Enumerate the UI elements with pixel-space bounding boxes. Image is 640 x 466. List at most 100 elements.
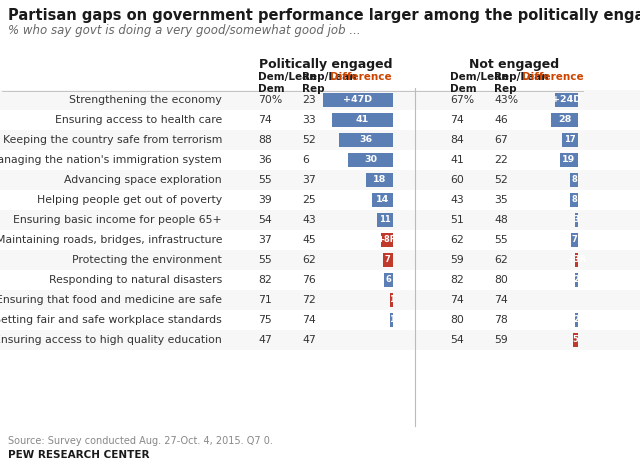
Text: Strengthening the economy: Strengthening the economy — [69, 95, 222, 105]
Text: 84: 84 — [450, 135, 464, 145]
Text: 7: 7 — [572, 235, 577, 245]
Text: 1: 1 — [388, 295, 394, 304]
Text: 60: 60 — [450, 175, 464, 185]
Text: 36: 36 — [360, 136, 372, 144]
Bar — [575, 273, 578, 287]
Text: 55: 55 — [258, 175, 272, 185]
Text: 25: 25 — [302, 195, 316, 205]
Text: 59: 59 — [450, 255, 464, 265]
Text: 43: 43 — [450, 195, 464, 205]
Text: 28: 28 — [558, 116, 572, 124]
Text: Responding to natural disasters: Responding to natural disasters — [49, 275, 222, 285]
Bar — [0, 250, 640, 270]
Bar — [0, 210, 640, 230]
Text: 54: 54 — [450, 335, 464, 345]
Text: Partisan gaps on government performance larger among the politically engaged: Partisan gaps on government performance … — [8, 8, 640, 23]
Text: Ensuring that food and medicine are safe: Ensuring that food and medicine are safe — [0, 295, 222, 305]
Text: 46: 46 — [494, 115, 508, 125]
Text: +24D: +24D — [552, 96, 581, 104]
Bar — [572, 233, 578, 247]
Bar — [390, 293, 393, 307]
Text: 6: 6 — [385, 275, 392, 285]
Text: 30: 30 — [364, 156, 377, 164]
Text: Source: Survey conducted Aug. 27-Oct. 4, 2015. Q7 0.: Source: Survey conducted Aug. 27-Oct. 4,… — [8, 436, 273, 446]
Text: 2: 2 — [573, 315, 579, 324]
Text: 74: 74 — [258, 115, 272, 125]
Bar — [372, 193, 393, 207]
Text: 35: 35 — [494, 195, 508, 205]
Text: 74: 74 — [450, 115, 464, 125]
Text: +8R: +8R — [378, 235, 397, 245]
Text: 47: 47 — [302, 335, 316, 345]
Bar — [570, 173, 578, 187]
Text: Ensuring basic income for people 65+: Ensuring basic income for people 65+ — [13, 215, 222, 225]
Text: 37: 37 — [302, 175, 316, 185]
Text: 82: 82 — [258, 275, 272, 285]
Text: +3R: +3R — [567, 255, 586, 265]
Bar — [562, 133, 578, 147]
Text: 74: 74 — [494, 295, 508, 305]
Text: 62: 62 — [450, 235, 464, 245]
Text: 62: 62 — [494, 255, 508, 265]
Text: PEW RESEARCH CENTER: PEW RESEARCH CENTER — [8, 450, 150, 460]
Text: 45: 45 — [302, 235, 316, 245]
Text: 74: 74 — [450, 295, 464, 305]
Bar — [366, 173, 393, 187]
Text: 6: 6 — [302, 155, 309, 165]
Bar — [0, 170, 640, 190]
Bar — [575, 313, 578, 327]
Text: 18: 18 — [373, 176, 387, 185]
Text: Dem/Lean
Dem: Dem/Lean Dem — [258, 72, 317, 94]
Text: Dem/Lean
Dem: Dem/Lean Dem — [450, 72, 509, 94]
Text: 7: 7 — [385, 255, 390, 265]
Text: 67: 67 — [494, 135, 508, 145]
Text: 41: 41 — [356, 116, 369, 124]
Text: 37: 37 — [258, 235, 272, 245]
Bar — [332, 113, 393, 127]
Text: 71: 71 — [258, 295, 272, 305]
Text: 80: 80 — [450, 315, 464, 325]
Text: +47D: +47D — [344, 96, 372, 104]
Text: 59: 59 — [494, 335, 508, 345]
Text: 8: 8 — [572, 176, 577, 185]
Text: Maintaining roads, bridges, infrastructure: Maintaining roads, bridges, infrastructu… — [0, 235, 222, 245]
Text: 52: 52 — [302, 135, 316, 145]
Bar — [575, 253, 578, 267]
Text: 70%: 70% — [258, 95, 282, 105]
Text: 33: 33 — [302, 115, 316, 125]
Bar — [0, 90, 640, 110]
Text: Keeping the country safe from terrorism: Keeping the country safe from terrorism — [3, 135, 222, 145]
Bar — [575, 213, 578, 227]
Text: 43%: 43% — [494, 95, 518, 105]
Bar — [560, 153, 578, 167]
Text: 67%: 67% — [450, 95, 474, 105]
Bar — [0, 130, 640, 150]
Text: 76: 76 — [302, 275, 316, 285]
Text: 88: 88 — [258, 135, 272, 145]
Text: Ensuring access to high quality education: Ensuring access to high quality educatio… — [0, 335, 222, 345]
Text: Rep/Lean
Rep: Rep/Lean Rep — [494, 72, 548, 94]
Text: Politically engaged: Politically engaged — [259, 58, 392, 71]
Bar — [348, 153, 393, 167]
Text: Protecting the environment: Protecting the environment — [72, 255, 222, 265]
Text: 19: 19 — [563, 156, 575, 164]
Text: % who say govt is doing a very good/somewhat good job ...: % who say govt is doing a very good/some… — [8, 24, 360, 37]
Text: 3: 3 — [573, 215, 579, 225]
Text: 17: 17 — [564, 136, 575, 144]
Bar — [390, 313, 393, 327]
Bar — [0, 270, 640, 290]
Bar — [376, 213, 393, 227]
Text: 55: 55 — [258, 255, 272, 265]
Bar — [551, 113, 578, 127]
Text: Not engaged: Not engaged — [469, 58, 559, 71]
Bar — [0, 150, 640, 170]
Bar — [555, 93, 578, 107]
Text: 5: 5 — [573, 336, 579, 344]
Bar — [383, 253, 393, 267]
Bar — [0, 230, 640, 250]
Text: 8: 8 — [572, 196, 577, 205]
Text: Difference: Difference — [522, 72, 583, 82]
Text: 14: 14 — [376, 196, 389, 205]
Text: 11: 11 — [379, 215, 390, 225]
Text: 41: 41 — [450, 155, 464, 165]
